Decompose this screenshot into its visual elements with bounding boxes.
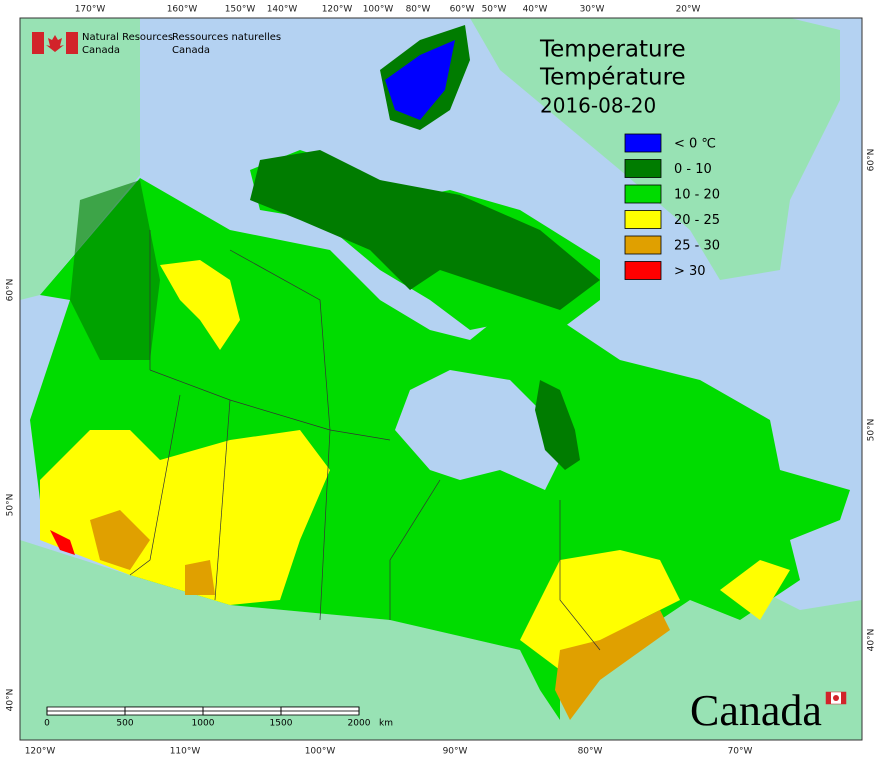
graticule-label: 50°N — [6, 494, 16, 517]
scale-unit: km — [379, 719, 393, 729]
map-frame — [19, 17, 863, 741]
scale-label: 0 — [44, 719, 50, 729]
wordmark: Canada — [690, 686, 847, 735]
graticule-label: 70°W — [728, 747, 753, 757]
legend-label: 10 - 20 — [674, 188, 720, 203]
legend-swatch — [624, 261, 662, 280]
graticule-label: 90°W — [443, 747, 468, 757]
graticule-label: 100°W — [363, 5, 394, 15]
legend-label: 20 - 25 — [674, 213, 720, 228]
title: Température — [539, 65, 686, 91]
alaska — [20, 18, 140, 300]
graticule-label: 170°W — [75, 5, 106, 15]
yukon-cold — [70, 180, 160, 360]
legend-swatch — [624, 159, 662, 178]
agency-fr: Canada — [172, 45, 210, 56]
graticule-label: 110°W — [170, 747, 201, 757]
frame — [19, 17, 863, 741]
legend: < 0 ℃ 0 - 10 10 - 20 20 - 25 25 - 30 > 30 — [624, 133, 720, 280]
graticule-label: 140°W — [267, 5, 298, 15]
usa — [20, 540, 862, 740]
graticule-label: 60°N — [6, 279, 16, 302]
quebec-cold — [535, 380, 580, 470]
graticule-label: 30°W — [580, 5, 605, 15]
scale-segment — [202, 710, 282, 716]
legend-swatch — [624, 235, 662, 255]
sask-hot — [185, 560, 215, 595]
agency-fr: Ressources naturelles — [172, 32, 281, 43]
legend-swatch — [624, 184, 662, 204]
legend-swatch — [624, 133, 662, 153]
bc-very-hot — [50, 530, 75, 555]
graticule-label: 120°W — [322, 5, 353, 15]
scale-label: 2000 — [348, 719, 371, 729]
graticule-label: 20°W — [676, 5, 701, 15]
scale-segment — [280, 706, 360, 712]
scale-label: 500 — [116, 719, 133, 729]
graticule-label: 160°W — [167, 5, 198, 15]
maritimes-warm — [720, 560, 790, 620]
graticule-label: 50°N — [867, 419, 877, 442]
borders — [129, 230, 601, 651]
graticule-label: 80°W — [578, 747, 603, 757]
graticule-label: 100°W — [305, 747, 336, 757]
title: Temperature — [539, 37, 686, 63]
graticule-label: 40°N — [867, 629, 877, 652]
legend-swatch — [624, 210, 662, 229]
legend-label: 0 - 10 — [674, 162, 712, 177]
graticule-label: 120°W — [25, 747, 56, 757]
ontario-hot — [555, 610, 670, 720]
flag — [32, 32, 78, 54]
graticule-label: 150°W — [225, 5, 256, 15]
legend-label: 25 - 30 — [674, 239, 720, 254]
date: 2016-08-20 — [540, 94, 656, 118]
graticule-label: 60°N — [867, 149, 877, 172]
scale-segment — [46, 710, 126, 716]
wordmark-text: Canada — [690, 686, 822, 735]
graticule-label: 50°W — [482, 5, 507, 15]
scale-label: 1500 — [270, 719, 293, 729]
graticule-label: 40°N — [6, 689, 16, 712]
hudson-bay — [395, 370, 560, 490]
ellesmere-ice — [385, 40, 455, 120]
scale-bar: 0 500 1000 1500 2000 km — [44, 706, 393, 729]
agency-en: Canada — [82, 45, 120, 56]
arctic-cold — [250, 150, 600, 310]
legend-label: > 30 — [674, 264, 706, 279]
agency-en: Natural Resources — [82, 32, 173, 43]
bc-hot — [90, 510, 150, 570]
legend-label: < 0 ℃ — [674, 137, 716, 152]
nwt-warm — [160, 260, 240, 350]
graticule-label: 80°W — [406, 5, 431, 15]
graticule: 170°W 160°W 150°W 140°W 120°W 100°W 80°W 60°W 50… — [6, 5, 877, 757]
scale-segment — [124, 706, 204, 712]
scale-label: 1000 — [192, 719, 215, 729]
graticule-label: 40°W — [523, 5, 548, 15]
graticule-label: 60°W — [450, 5, 475, 15]
